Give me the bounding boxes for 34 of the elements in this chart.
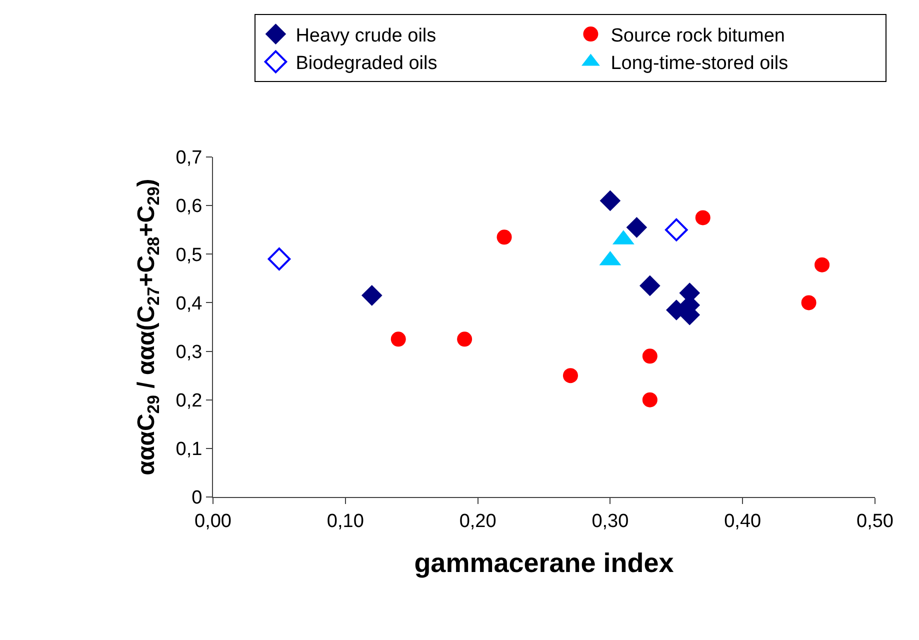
legend-label: Heavy crude oils [296,25,436,46]
y-tick-label: 0,5 [176,244,202,266]
y-tick-label: 0,1 [176,439,202,460]
point [640,275,660,296]
legend-label: Long-time-stored oils [610,53,788,74]
x-tick-label: 0,30 [592,510,629,532]
x-axis-title: gammacerane index [414,548,674,578]
point [457,332,472,347]
point [695,210,710,226]
y-tick-label: 0,2 [176,390,202,412]
x-tick-label: 0,00 [194,510,232,532]
x-tick-label: 0,40 [724,510,762,532]
legend-label: Source rock bitumen [610,25,785,46]
y-tick-label: 0 [192,488,202,509]
point [814,257,830,272]
point [642,348,658,364]
point [390,332,406,347]
point [626,217,648,238]
point [801,295,816,310]
x-tick-label: 0,50 [856,510,894,532]
y-tick-label: 0,3 [176,342,202,363]
y-tick-label: 0,4 [176,293,203,314]
point [496,230,512,245]
point [665,218,688,242]
legend-label: Biodegraded oils [296,53,438,74]
point [268,248,291,270]
x-tick-label: 0,20 [459,510,496,532]
point [642,392,658,408]
x-tick-label: 0,10 [326,510,364,532]
point [562,368,578,384]
point [361,285,382,306]
y-tick-label: 0,7 [176,148,202,169]
y-tick-label: 0,6 [176,196,202,218]
point [600,190,621,212]
